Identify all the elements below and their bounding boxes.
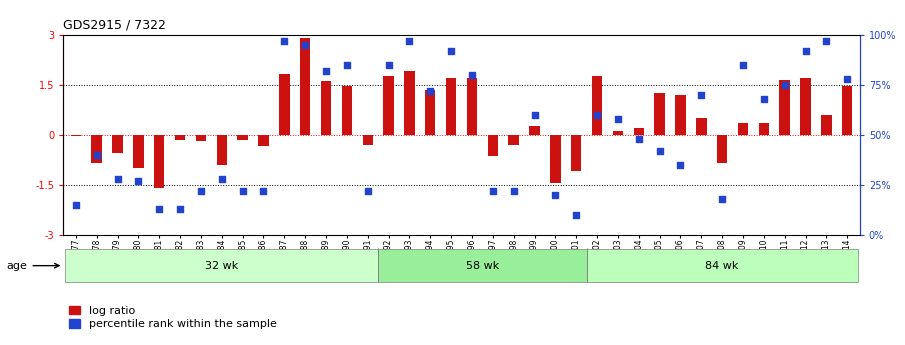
Point	[611, 116, 625, 121]
Bar	[363, 135, 373, 145]
Bar	[216, 135, 227, 165]
Point	[256, 188, 271, 193]
Point	[194, 188, 208, 193]
Bar	[654, 93, 665, 135]
Point	[298, 42, 312, 47]
Bar	[91, 135, 102, 163]
Bar	[675, 95, 686, 135]
FancyBboxPatch shape	[586, 249, 858, 282]
Point	[653, 148, 667, 153]
FancyBboxPatch shape	[378, 249, 586, 282]
Point	[528, 112, 542, 117]
Bar	[321, 81, 331, 135]
Bar	[529, 126, 539, 135]
Bar	[550, 135, 560, 183]
Text: GDS2915 / 7322: GDS2915 / 7322	[63, 19, 167, 32]
Point	[777, 82, 792, 87]
Point	[360, 188, 375, 193]
Legend: log ratio, percentile rank within the sample: log ratio, percentile rank within the sa…	[69, 306, 277, 329]
Bar	[738, 123, 748, 135]
Point	[339, 62, 354, 67]
Bar	[195, 135, 206, 141]
Point	[110, 176, 125, 181]
Point	[569, 212, 584, 217]
Point	[715, 196, 729, 201]
Bar	[696, 118, 707, 135]
Bar	[279, 74, 290, 135]
Bar	[154, 135, 165, 188]
Point	[736, 62, 750, 67]
Point	[214, 176, 229, 181]
Bar	[717, 135, 728, 163]
Point	[319, 68, 333, 73]
Point	[90, 152, 104, 157]
Point	[673, 162, 688, 167]
Bar	[592, 76, 602, 135]
Point	[235, 188, 250, 193]
Point	[590, 112, 605, 117]
Bar	[112, 135, 123, 153]
Point	[131, 178, 146, 183]
Point	[798, 48, 813, 53]
Bar	[800, 78, 811, 135]
Point	[443, 48, 458, 53]
Bar	[258, 135, 269, 146]
Point	[632, 136, 646, 141]
Point	[757, 96, 771, 101]
Text: 32 wk: 32 wk	[205, 261, 238, 270]
Bar	[237, 135, 248, 139]
Bar	[405, 71, 414, 135]
Point	[507, 188, 521, 193]
FancyBboxPatch shape	[65, 249, 378, 282]
Bar	[571, 135, 581, 171]
Bar	[425, 90, 435, 135]
Point	[840, 76, 854, 81]
Bar	[509, 135, 519, 145]
Bar	[634, 128, 644, 135]
Point	[465, 72, 480, 77]
Point	[694, 92, 709, 97]
Point	[423, 88, 437, 93]
Bar	[175, 135, 186, 139]
Bar	[779, 80, 790, 135]
Bar	[71, 135, 81, 136]
Point	[173, 206, 187, 211]
Text: 58 wk: 58 wk	[466, 261, 499, 270]
Bar	[300, 38, 310, 135]
Text: 84 wk: 84 wk	[706, 261, 738, 270]
Bar	[446, 78, 456, 135]
Bar	[133, 135, 144, 168]
Point	[152, 206, 167, 211]
Point	[381, 62, 395, 67]
Point	[486, 188, 500, 193]
Point	[548, 192, 563, 197]
Bar	[342, 86, 352, 135]
Bar	[467, 78, 477, 135]
Bar	[758, 123, 769, 135]
Bar	[488, 135, 498, 156]
Point	[277, 38, 291, 43]
Bar	[821, 115, 832, 135]
Text: age: age	[6, 261, 59, 270]
Bar	[842, 86, 853, 135]
Bar	[384, 76, 394, 135]
Point	[69, 202, 83, 207]
Point	[819, 38, 834, 43]
Point	[402, 38, 416, 43]
Bar	[613, 131, 624, 135]
